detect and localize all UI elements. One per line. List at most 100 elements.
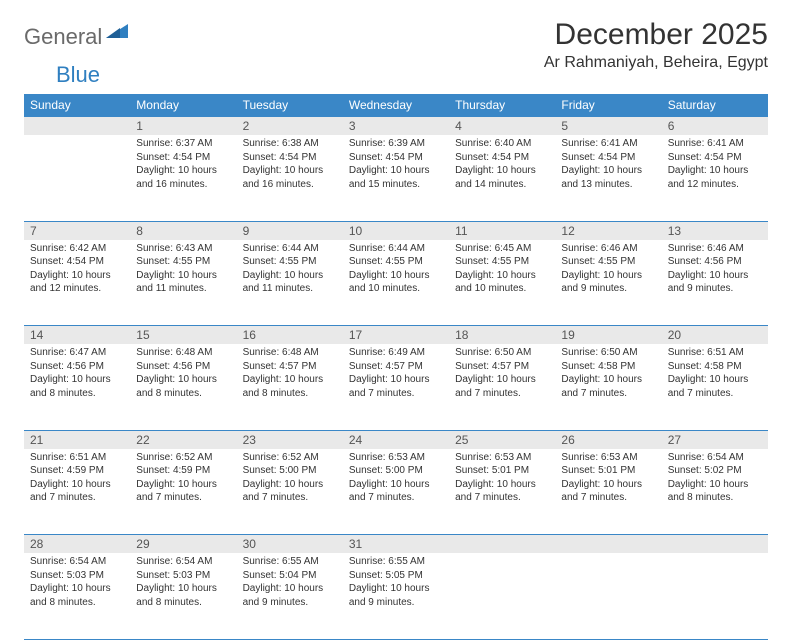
day-content: Sunrise: 6:50 AMSunset: 4:58 PMDaylight:… [555, 344, 661, 404]
sunset-text: Sunset: 4:59 PM [136, 464, 230, 478]
location-text: Ar Rahmaniyah, Beheira, Egypt [544, 54, 768, 72]
day-number: 9 [237, 221, 343, 240]
day2-text: and 8 minutes. [136, 596, 230, 610]
sunrise-text: Sunrise: 6:40 AM [455, 137, 549, 151]
day-number [449, 535, 555, 554]
day1-text: Daylight: 10 hours [349, 164, 443, 178]
day2-text: and 7 minutes. [455, 387, 549, 401]
day2-text: and 13 minutes. [561, 178, 655, 192]
day-content: Sunrise: 6:38 AMSunset: 4:54 PMDaylight:… [237, 135, 343, 195]
day-number: 17 [343, 326, 449, 345]
day-content: Sunrise: 6:46 AMSunset: 4:56 PMDaylight:… [662, 240, 768, 300]
day2-text: and 9 minutes. [243, 596, 337, 610]
sunrise-text: Sunrise: 6:41 AM [668, 137, 762, 151]
brand-part1: General [24, 24, 102, 50]
sunrise-text: Sunrise: 6:53 AM [349, 451, 443, 465]
day-cell: Sunrise: 6:49 AMSunset: 4:57 PMDaylight:… [343, 344, 449, 430]
sunset-text: Sunset: 4:56 PM [136, 360, 230, 374]
day-number: 8 [130, 221, 236, 240]
sunset-text: Sunset: 5:05 PM [349, 569, 443, 583]
day1-text: Daylight: 10 hours [561, 478, 655, 492]
day-cell: Sunrise: 6:55 AMSunset: 5:04 PMDaylight:… [237, 553, 343, 639]
day-number: 27 [662, 430, 768, 449]
day-number: 29 [130, 535, 236, 554]
sunrise-text: Sunrise: 6:53 AM [561, 451, 655, 465]
sunset-text: Sunset: 5:03 PM [30, 569, 124, 583]
sunrise-text: Sunrise: 6:43 AM [136, 242, 230, 256]
day-number: 30 [237, 535, 343, 554]
sunrise-text: Sunrise: 6:51 AM [668, 346, 762, 360]
sunrise-text: Sunrise: 6:55 AM [243, 555, 337, 569]
day2-text: and 7 minutes. [243, 491, 337, 505]
day-content: Sunrise: 6:51 AMSunset: 4:59 PMDaylight:… [24, 449, 130, 509]
sunset-text: Sunset: 4:55 PM [136, 255, 230, 269]
day2-text: and 12 minutes. [668, 178, 762, 192]
day-number: 19 [555, 326, 661, 345]
day-number: 24 [343, 430, 449, 449]
sunrise-text: Sunrise: 6:51 AM [30, 451, 124, 465]
day-cell: Sunrise: 6:53 AMSunset: 5:01 PMDaylight:… [555, 449, 661, 535]
day-cell: Sunrise: 6:41 AMSunset: 4:54 PMDaylight:… [555, 135, 661, 221]
day-cell: Sunrise: 6:51 AMSunset: 4:59 PMDaylight:… [24, 449, 130, 535]
sunset-text: Sunset: 4:55 PM [561, 255, 655, 269]
day-content: Sunrise: 6:44 AMSunset: 4:55 PMDaylight:… [343, 240, 449, 300]
day-number: 28 [24, 535, 130, 554]
day-number: 12 [555, 221, 661, 240]
day1-text: Daylight: 10 hours [243, 478, 337, 492]
day-cell: Sunrise: 6:45 AMSunset: 4:55 PMDaylight:… [449, 240, 555, 326]
day-content: Sunrise: 6:52 AMSunset: 5:00 PMDaylight:… [237, 449, 343, 509]
day-cell: Sunrise: 6:52 AMSunset: 4:59 PMDaylight:… [130, 449, 236, 535]
day-cell: Sunrise: 6:41 AMSunset: 4:54 PMDaylight:… [662, 135, 768, 221]
weekday-header: Saturday [662, 94, 768, 117]
sunrise-text: Sunrise: 6:55 AM [349, 555, 443, 569]
calendar-table: Sunday Monday Tuesday Wednesday Thursday… [24, 94, 768, 640]
sunrise-text: Sunrise: 6:48 AM [136, 346, 230, 360]
day2-text: and 9 minutes. [561, 282, 655, 296]
day2-text: and 8 minutes. [30, 596, 124, 610]
day1-text: Daylight: 10 hours [30, 269, 124, 283]
day1-text: Daylight: 10 hours [136, 269, 230, 283]
day-cell: Sunrise: 6:37 AMSunset: 4:54 PMDaylight:… [130, 135, 236, 221]
daynum-row: 28293031 [24, 535, 768, 554]
day-content: Sunrise: 6:53 AMSunset: 5:01 PMDaylight:… [555, 449, 661, 509]
sunset-text: Sunset: 4:55 PM [455, 255, 549, 269]
sunrise-text: Sunrise: 6:46 AM [561, 242, 655, 256]
weekday-header: Tuesday [237, 94, 343, 117]
week-row: Sunrise: 6:54 AMSunset: 5:03 PMDaylight:… [24, 553, 768, 639]
day1-text: Daylight: 10 hours [668, 164, 762, 178]
day1-text: Daylight: 10 hours [455, 269, 549, 283]
sunset-text: Sunset: 4:54 PM [136, 151, 230, 165]
sunset-text: Sunset: 5:01 PM [561, 464, 655, 478]
day2-text: and 14 minutes. [455, 178, 549, 192]
day1-text: Daylight: 10 hours [136, 373, 230, 387]
sunset-text: Sunset: 5:00 PM [243, 464, 337, 478]
sunset-text: Sunset: 5:02 PM [668, 464, 762, 478]
day1-text: Daylight: 10 hours [30, 373, 124, 387]
day2-text: and 7 minutes. [136, 491, 230, 505]
sunset-text: Sunset: 4:54 PM [243, 151, 337, 165]
day1-text: Daylight: 10 hours [455, 164, 549, 178]
day-cell: Sunrise: 6:43 AMSunset: 4:55 PMDaylight:… [130, 240, 236, 326]
day1-text: Daylight: 10 hours [455, 373, 549, 387]
day-cell: Sunrise: 6:38 AMSunset: 4:54 PMDaylight:… [237, 135, 343, 221]
day2-text: and 16 minutes. [243, 178, 337, 192]
brand-part2: Blue [56, 62, 100, 88]
day1-text: Daylight: 10 hours [668, 373, 762, 387]
day-number: 23 [237, 430, 343, 449]
day-cell: Sunrise: 6:54 AMSunset: 5:03 PMDaylight:… [24, 553, 130, 639]
day2-text: and 7 minutes. [30, 491, 124, 505]
day-number [24, 117, 130, 136]
day-cell: Sunrise: 6:39 AMSunset: 4:54 PMDaylight:… [343, 135, 449, 221]
day-cell: Sunrise: 6:53 AMSunset: 5:00 PMDaylight:… [343, 449, 449, 535]
sunrise-text: Sunrise: 6:49 AM [349, 346, 443, 360]
day-content: Sunrise: 6:53 AMSunset: 5:01 PMDaylight:… [449, 449, 555, 509]
week-row: Sunrise: 6:42 AMSunset: 4:54 PMDaylight:… [24, 240, 768, 326]
sunset-text: Sunset: 4:55 PM [349, 255, 443, 269]
day2-text: and 8 minutes. [30, 387, 124, 401]
sunrise-text: Sunrise: 6:54 AM [30, 555, 124, 569]
day-number: 21 [24, 430, 130, 449]
day-number [662, 535, 768, 554]
day2-text: and 8 minutes. [243, 387, 337, 401]
day-number: 13 [662, 221, 768, 240]
sunrise-text: Sunrise: 6:54 AM [136, 555, 230, 569]
